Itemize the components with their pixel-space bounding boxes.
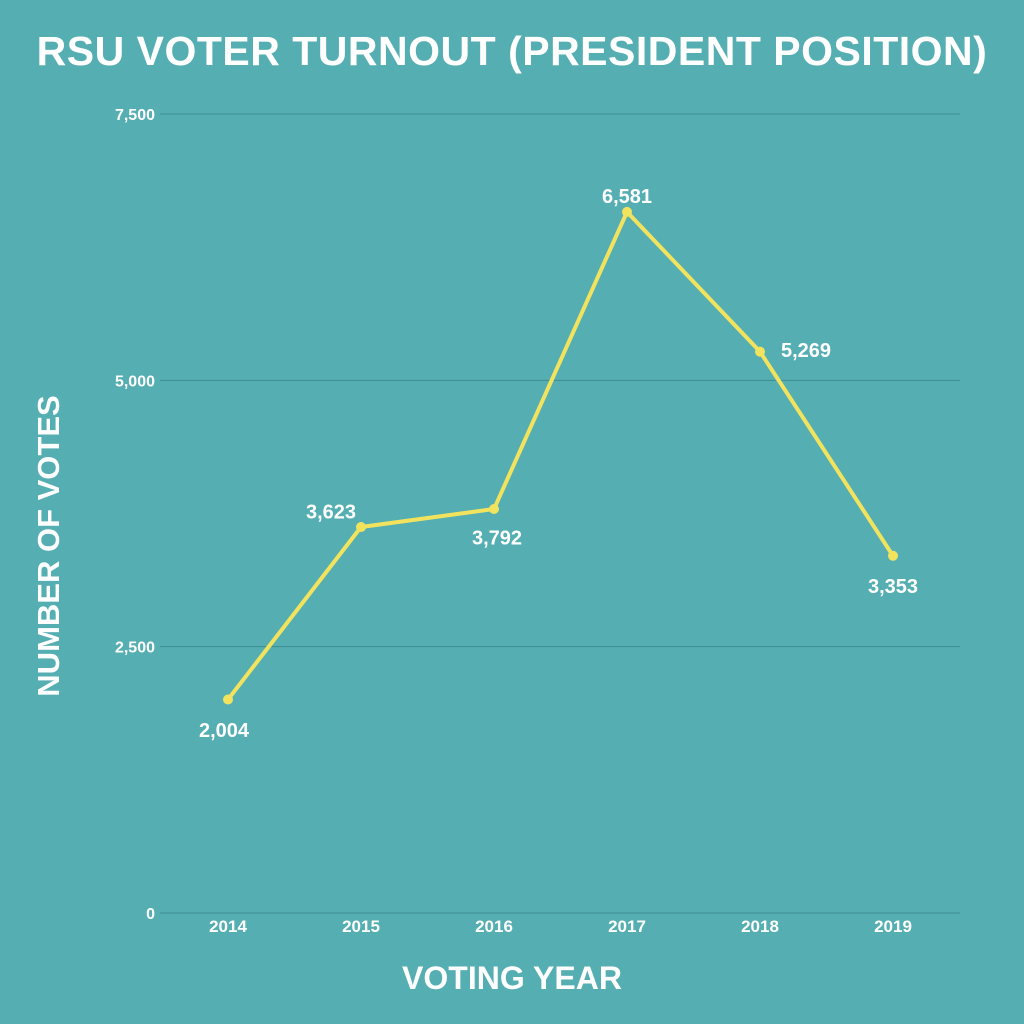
y-tick-labels: 0 2,500 5,000 7,500 — [115, 107, 155, 923]
data-label: 3,623 — [306, 501, 356, 523]
data-label: 2,004 — [199, 720, 250, 742]
y-tick-label: 2,500 — [115, 640, 155, 657]
data-label: 3,792 — [472, 527, 522, 549]
x-tick-label: 2017 — [608, 917, 646, 936]
y-tick-label: 0 — [146, 906, 155, 923]
chart-title: RSU VOTER TURNOUT (PRESIDENT POSITION) — [36, 28, 988, 74]
series-votes — [223, 206, 898, 705]
x-tick-label: 2016 — [475, 917, 513, 936]
data-labels: 2,004 3,623 3,792 6,581 5,269 3,353 — [199, 186, 918, 742]
y-tick-label: 5,000 — [115, 373, 155, 390]
data-point — [356, 522, 366, 533]
data-point — [489, 504, 499, 515]
x-tick-labels: 2014 2015 2016 2017 2018 2019 — [209, 917, 912, 936]
x-tick-label: 2014 — [209, 917, 247, 936]
gridlines — [160, 113, 960, 914]
data-point — [622, 206, 632, 217]
data-point — [223, 694, 233, 705]
data-label: 3,353 — [868, 576, 918, 598]
series-line — [226, 209, 895, 702]
x-tick-label: 2015 — [342, 917, 380, 936]
data-point — [755, 346, 765, 357]
data-label: 5,269 — [781, 340, 831, 362]
data-label: 6,581 — [602, 186, 652, 208]
x-tick-label: 2019 — [874, 917, 912, 936]
x-axis-label: VOTING YEAR — [402, 960, 622, 996]
data-point — [888, 550, 898, 561]
y-tick-label: 7,500 — [115, 107, 155, 124]
x-tick-label: 2018 — [741, 917, 779, 936]
